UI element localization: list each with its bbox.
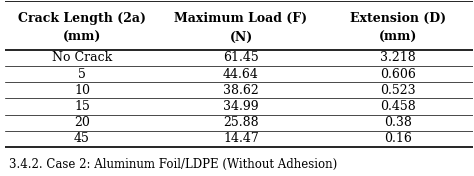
Text: 0.523: 0.523 [380,84,416,97]
Text: 25.88: 25.88 [223,116,259,129]
Text: 15: 15 [74,100,90,113]
Text: No Crack: No Crack [52,51,112,64]
Text: 45: 45 [74,132,90,145]
Text: 0.606: 0.606 [380,68,416,81]
Text: (N): (N) [229,31,253,44]
Text: 3.218: 3.218 [380,51,416,64]
Text: Crack Length (2a): Crack Length (2a) [18,12,146,25]
Text: 0.16: 0.16 [384,132,412,145]
Text: Extension (D): Extension (D) [350,12,446,25]
Text: 5: 5 [78,68,86,81]
Text: Maximum Load (F): Maximum Load (F) [174,12,308,25]
Text: 61.45: 61.45 [223,51,259,64]
Text: 0.458: 0.458 [380,100,416,113]
Text: 38.62: 38.62 [223,84,259,97]
Text: 10: 10 [74,84,90,97]
Text: (mm): (mm) [379,31,417,44]
Text: 34.99: 34.99 [223,100,259,113]
Text: 0.38: 0.38 [384,116,412,129]
Text: 14.47: 14.47 [223,132,259,145]
Text: (mm): (mm) [63,31,101,44]
Text: 44.64: 44.64 [223,68,259,81]
Text: 20: 20 [74,116,90,129]
Text: 3.4.2. Case 2: Aluminum Foil/LDPE (Without Adhesion): 3.4.2. Case 2: Aluminum Foil/LDPE (Witho… [9,158,337,171]
